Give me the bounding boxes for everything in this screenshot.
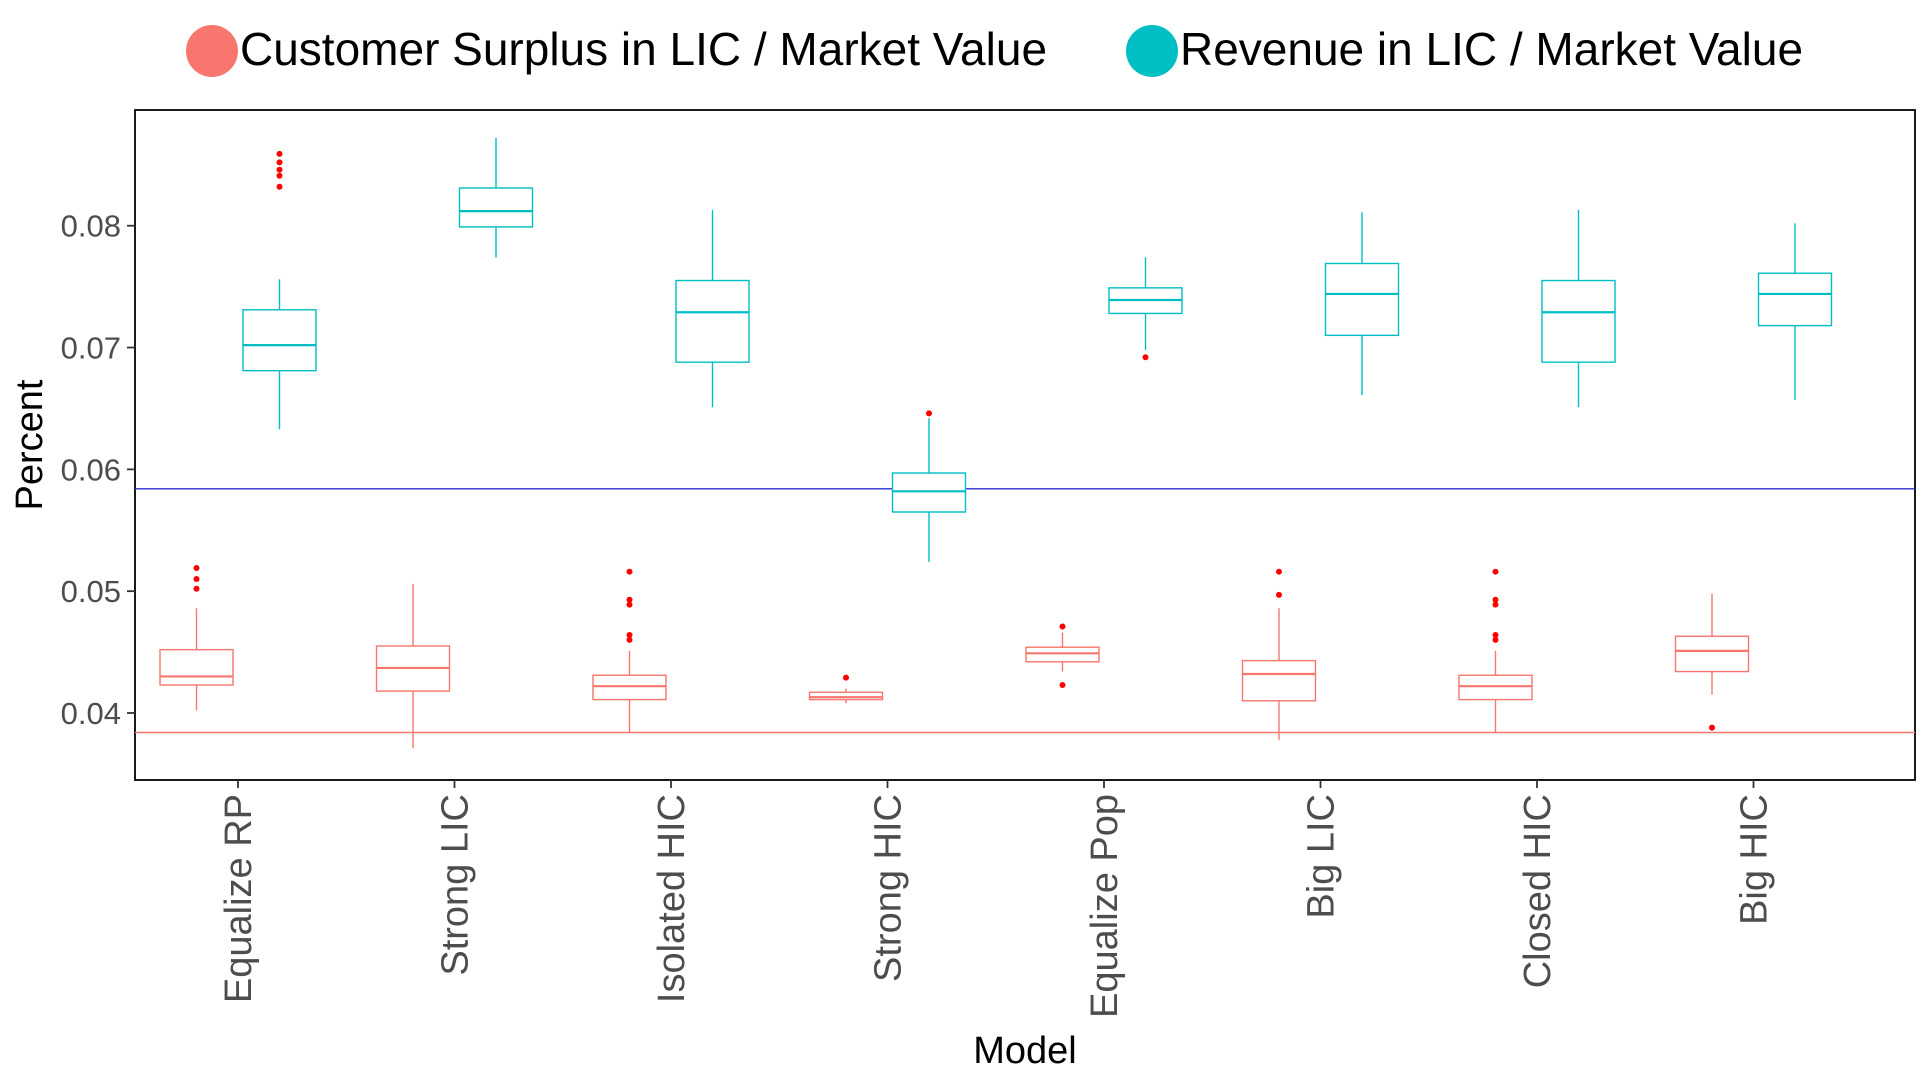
x-tick-label: Big LIC <box>1301 794 1343 919</box>
y-tick-label: 0.04 <box>61 696 121 731</box>
box-iqr <box>592 674 667 701</box>
box-iqr <box>675 279 750 363</box>
box-series <box>159 138 1833 749</box>
outlier-point <box>626 601 633 608</box>
x-axis: Equalize RP Strong LIC Isolated HIC Strong … <box>218 780 1776 1018</box>
legend-label-revenue: Revenue in LIC / Market Value <box>1180 23 1803 75</box>
outlier-point <box>193 585 200 592</box>
box-revenue <box>242 150 317 430</box>
box-iqr <box>1025 646 1100 663</box>
box-iqr <box>808 691 884 701</box>
x-axis-title: Model <box>973 1030 1077 1072</box>
legend-key-revenue <box>1126 25 1178 77</box>
x-tick-label: Equalize Pop <box>1084 794 1126 1018</box>
box-customer-surplus <box>808 674 884 704</box>
box-revenue <box>1324 212 1400 396</box>
box-revenue <box>1541 209 1616 408</box>
legend: Customer Surplus in LIC / Market Value R… <box>186 23 1803 77</box>
box-customer-surplus <box>1025 623 1100 688</box>
box-customer-surplus <box>159 565 234 711</box>
box-customer-surplus <box>592 568 667 733</box>
outlier-point <box>1059 681 1066 688</box>
x-tick-label: Closed HIC <box>1517 794 1559 988</box>
outlier-point <box>276 159 283 166</box>
box-iqr <box>1541 279 1616 363</box>
box-iqr <box>242 309 317 372</box>
outlier-point <box>626 568 633 575</box>
outlier-point <box>193 576 200 582</box>
reference-lines <box>135 488 1915 734</box>
x-tick-label: Strong LIC <box>435 794 477 976</box>
y-axis-title: Percent <box>9 379 51 510</box>
box-iqr <box>458 187 534 228</box>
outlier-point <box>276 150 283 157</box>
x-tick-label: Isolated HIC <box>651 794 693 1003</box>
legend-key-customer-surplus <box>186 25 238 77</box>
outlier-point <box>1276 591 1282 598</box>
box-revenue <box>1757 223 1833 400</box>
y-tick-label: 0.07 <box>61 331 121 366</box>
box-revenue <box>675 209 750 408</box>
outlier-point <box>193 565 200 572</box>
box-iqr <box>1458 674 1533 701</box>
y-tick-label: 0.06 <box>61 452 121 487</box>
box-iqr <box>1757 272 1833 327</box>
y-tick-label: 0.08 <box>61 209 121 244</box>
box-iqr <box>1674 635 1750 673</box>
box-customer-surplus <box>1674 593 1750 731</box>
box-customer-surplus <box>1241 568 1317 740</box>
box-revenue <box>1108 257 1183 361</box>
y-axis: 0.04 0.05 0.06 0.07 0.08 <box>61 209 135 731</box>
outlier-point <box>1142 354 1149 361</box>
outlier-point <box>626 632 633 639</box>
box-customer-surplus <box>1458 568 1533 733</box>
outlier-point <box>1492 596 1499 603</box>
outlier-point <box>276 166 283 173</box>
y-tick-label: 0.05 <box>61 574 121 609</box>
box-iqr <box>1241 659 1317 702</box>
outlier-point <box>1059 623 1066 630</box>
box-revenue <box>891 410 967 562</box>
outlier-point <box>1492 632 1499 639</box>
x-tick-label: Equalize RP <box>218 794 260 1003</box>
box-iqr <box>1324 262 1400 337</box>
outlier-point <box>926 410 932 417</box>
plot-panel-border <box>134 109 1916 781</box>
box-iqr <box>159 648 234 686</box>
outlier-point <box>626 596 633 603</box>
outlier-point <box>626 636 633 643</box>
box-revenue <box>458 138 534 258</box>
outlier-point <box>843 674 849 681</box>
outlier-point <box>1709 724 1715 731</box>
outlier-point <box>276 172 283 179</box>
outlier-point <box>276 183 283 190</box>
outlier-point <box>1492 601 1499 608</box>
box-customer-surplus <box>375 583 451 749</box>
box-iqr <box>891 472 967 513</box>
outlier-point <box>1276 568 1282 575</box>
x-tick-label: Strong HIC <box>868 794 910 982</box>
outlier-point <box>1492 568 1499 575</box>
outlier-point <box>1492 636 1499 643</box>
legend-label-customer-surplus: Customer Surplus in LIC / Market Value <box>240 23 1047 75</box>
x-tick-label: Big HIC <box>1734 794 1776 925</box>
